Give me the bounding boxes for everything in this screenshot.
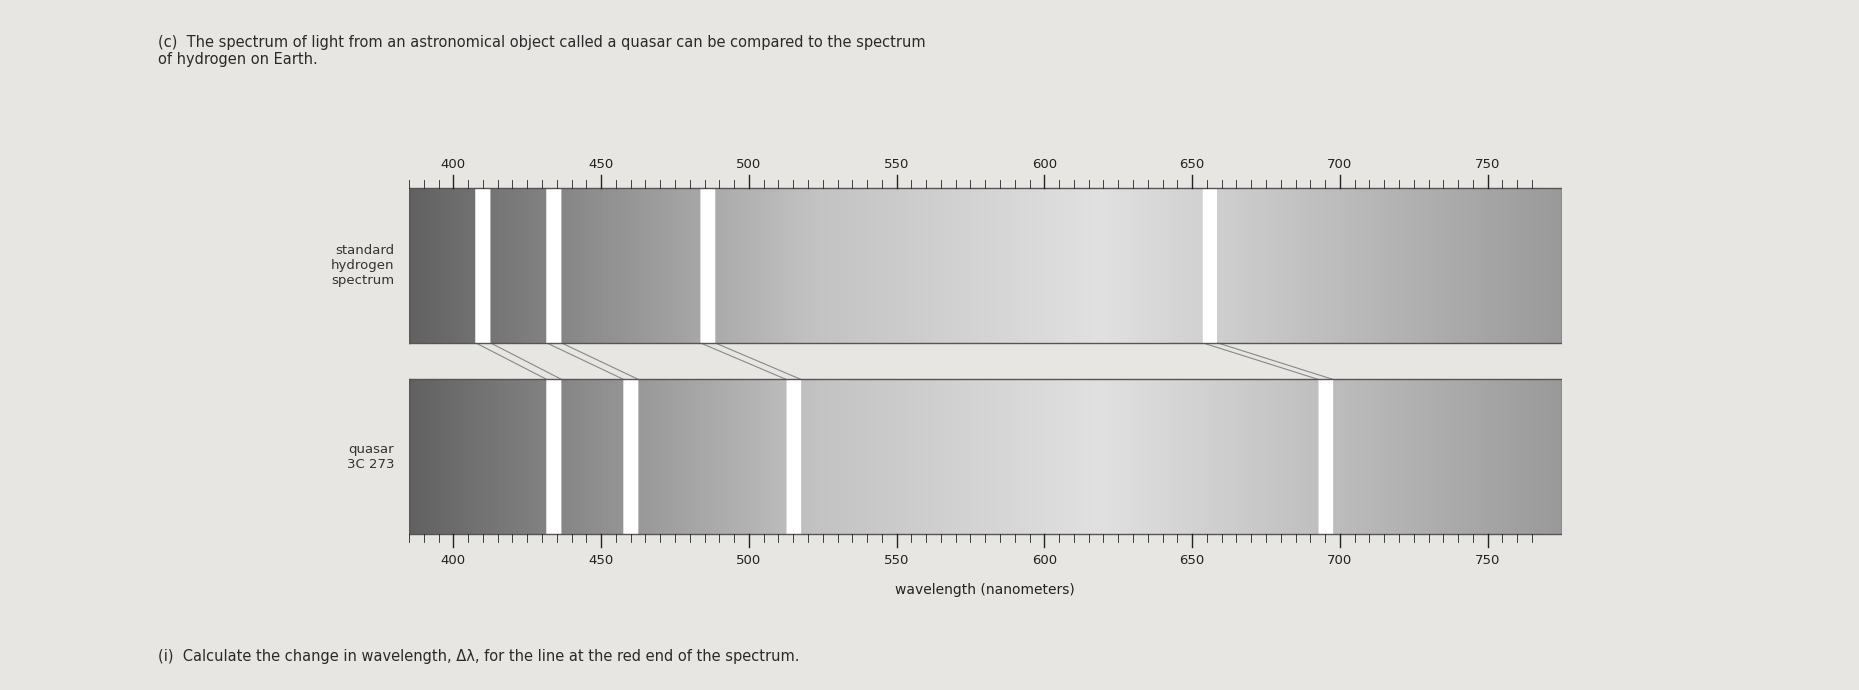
Text: 650: 650	[1179, 159, 1205, 171]
Text: 600: 600	[1032, 554, 1058, 567]
Text: standard
hydrogen
spectrum: standard hydrogen spectrum	[331, 244, 394, 287]
Text: 400: 400	[441, 159, 467, 171]
Text: 550: 550	[883, 554, 909, 567]
Text: 650: 650	[1179, 554, 1205, 567]
Text: 500: 500	[736, 554, 762, 567]
Text: (i)  Calculate the change in wavelength, Δλ, for the line at the red end of the : (i) Calculate the change in wavelength, …	[158, 649, 799, 664]
Text: quasar
3C 273: quasar 3C 273	[346, 443, 394, 471]
Text: 450: 450	[589, 159, 613, 171]
Text: 700: 700	[1327, 159, 1353, 171]
Text: 700: 700	[1327, 554, 1353, 567]
Text: 500: 500	[736, 159, 762, 171]
Text: 600: 600	[1032, 159, 1058, 171]
Text: wavelength (nanometers): wavelength (nanometers)	[896, 584, 1075, 598]
Text: 400: 400	[441, 554, 467, 567]
Text: 450: 450	[589, 554, 613, 567]
Text: 750: 750	[1474, 554, 1500, 567]
Text: 750: 750	[1474, 159, 1500, 171]
Text: 550: 550	[883, 159, 909, 171]
Text: (c)  The spectrum of light from an astronomical object called a quasar can be co: (c) The spectrum of light from an astron…	[158, 34, 926, 67]
